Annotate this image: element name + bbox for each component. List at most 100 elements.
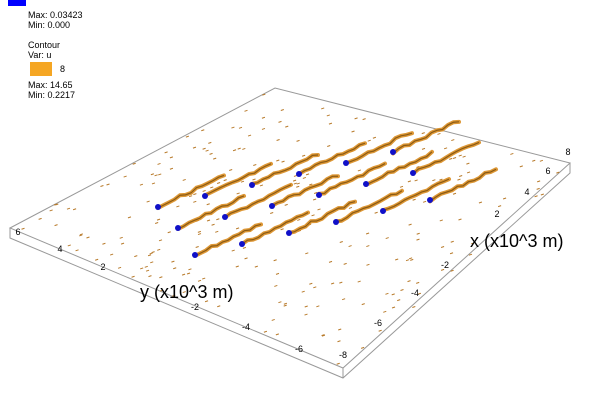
speckle [236, 192, 240, 195]
speckle [534, 195, 538, 198]
y-tick-label: -4 [242, 322, 250, 332]
speckle [539, 159, 544, 162]
speckle [193, 193, 197, 196]
speckle [148, 275, 152, 278]
speckle [54, 224, 58, 227]
y-tick-label: 2 [100, 262, 105, 272]
speckle [127, 216, 132, 219]
turbine [192, 252, 198, 258]
speckle [109, 253, 114, 256]
speckle [151, 182, 156, 185]
speckle [351, 130, 355, 133]
speckle [204, 300, 209, 303]
speckle [150, 261, 154, 264]
speckle [201, 129, 205, 132]
legend-swatch [30, 62, 52, 76]
speckle [231, 126, 235, 129]
speckle [55, 203, 59, 206]
speckle [316, 305, 320, 308]
speckle [556, 171, 560, 174]
speckle [497, 205, 502, 208]
turbine [239, 241, 245, 247]
turbine [296, 171, 302, 177]
legend-swatch [8, 0, 26, 6]
speckle [146, 200, 150, 203]
speckle [440, 268, 445, 271]
speckle [400, 289, 404, 291]
speckle [157, 248, 161, 251]
y-tick-label: -2 [191, 302, 199, 312]
speckle [79, 234, 83, 237]
turbine [343, 160, 349, 166]
speckle [156, 218, 161, 221]
speckle [309, 282, 313, 285]
speckle [293, 174, 298, 177]
speckle [416, 165, 420, 168]
wake-shade [241, 211, 309, 245]
legend-level: 8 [60, 64, 65, 74]
speckle [139, 183, 144, 186]
speckle [437, 132, 441, 135]
speckle [321, 334, 326, 337]
turbine [269, 203, 275, 209]
speckle [443, 147, 448, 150]
speckle [106, 183, 110, 186]
speckle [536, 180, 541, 183]
speckle [270, 212, 274, 215]
speckle [151, 251, 155, 254]
speckle [169, 156, 174, 159]
speckle [242, 147, 246, 150]
speckle [21, 227, 25, 230]
speckle [301, 154, 306, 157]
legend-max: Max: 14.65 [28, 80, 73, 90]
speckle [252, 178, 256, 181]
speckle [210, 186, 214, 189]
speckle [244, 109, 248, 112]
speckle [304, 313, 308, 316]
speckle [247, 134, 252, 137]
speckle [202, 277, 206, 280]
y-tick-label: -6 [295, 344, 303, 354]
speckle [328, 260, 333, 263]
legend-min: Min: 0.2217 [28, 90, 75, 100]
wake-shade [157, 174, 225, 209]
speckle [450, 240, 454, 243]
speckle [540, 193, 545, 196]
speckle [117, 266, 122, 269]
speckle [302, 176, 307, 179]
speckle [408, 223, 412, 226]
speckle [412, 198, 416, 201]
speckle [439, 219, 443, 222]
x-tick-label: 8 [565, 147, 570, 157]
speckle [182, 291, 186, 294]
speckle [261, 127, 266, 130]
speckle [206, 219, 211, 222]
speckle [341, 298, 346, 301]
speckle [123, 175, 127, 178]
speckle [421, 147, 426, 150]
speckle [471, 242, 475, 245]
legend-title: Contour [28, 40, 60, 50]
x-tick-label: 2 [494, 209, 499, 219]
speckle [458, 218, 462, 221]
turbine [390, 149, 396, 155]
speckle [280, 228, 284, 231]
speckle [378, 329, 382, 332]
speckle [296, 185, 300, 188]
speckle [412, 305, 416, 308]
speckle [357, 169, 362, 172]
x-axis-label: x (x10^3 m) [470, 231, 563, 251]
speckle [414, 179, 418, 182]
wake-shade [365, 151, 433, 186]
turbine [175, 225, 181, 231]
speckle [197, 279, 202, 282]
wake-shade [392, 121, 460, 154]
speckle [215, 230, 219, 233]
speckle [292, 179, 297, 182]
wake-shade [224, 184, 292, 218]
turbine [155, 204, 161, 210]
speckle [159, 276, 163, 279]
wake-shade [298, 142, 366, 175]
speckle [169, 167, 174, 170]
turbine [363, 181, 369, 187]
